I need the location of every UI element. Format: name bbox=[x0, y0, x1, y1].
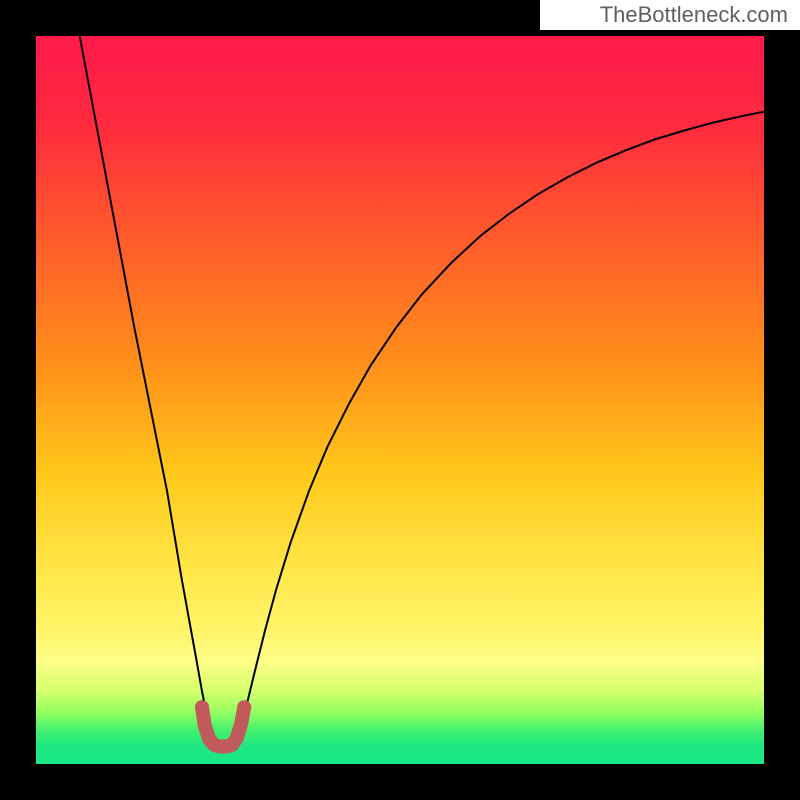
valley-marker bbox=[202, 707, 244, 746]
attribution-label: TheBottleneck.com bbox=[598, 2, 790, 28]
plot-area bbox=[36, 36, 764, 764]
chart-frame: TheBottleneck.com bbox=[0, 0, 800, 800]
valley-marker-dot bbox=[195, 700, 209, 714]
valley-marker-dot bbox=[237, 700, 251, 714]
curve-layer bbox=[36, 36, 764, 764]
bottleneck-curve bbox=[80, 36, 764, 747]
